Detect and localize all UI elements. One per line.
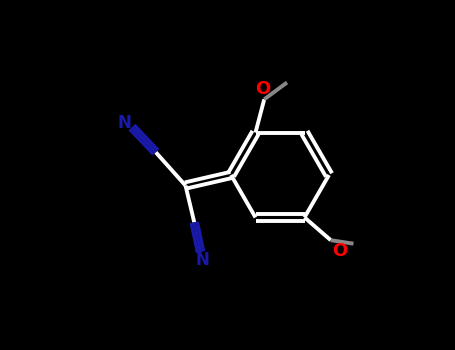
Text: O: O xyxy=(332,242,348,260)
Text: N: N xyxy=(117,113,131,132)
Text: O: O xyxy=(255,80,270,98)
Text: N: N xyxy=(195,251,209,269)
